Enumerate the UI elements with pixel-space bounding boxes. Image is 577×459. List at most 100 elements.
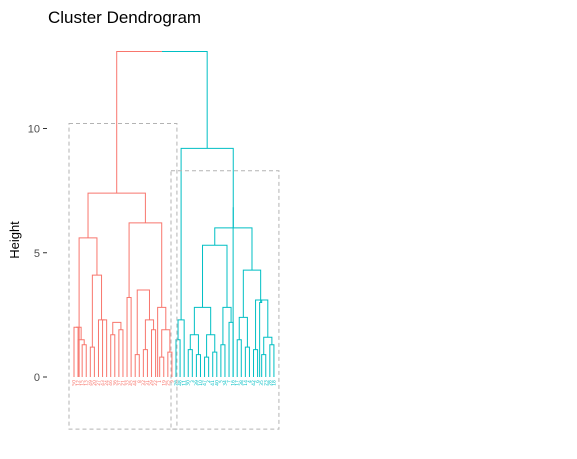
leaf-label: 33	[125, 380, 131, 386]
dendrogram-branch	[212, 351, 218, 377]
dendrogram-branch	[269, 344, 275, 377]
dendrogram-branch	[144, 319, 155, 350]
leaf-label: 49	[88, 380, 94, 386]
leaf-label: 16	[231, 380, 237, 386]
leaf-label: 12	[76, 380, 82, 386]
leaf-label: 39	[194, 380, 200, 386]
dendrogram-branch	[204, 356, 210, 377]
leaf-label: 38	[239, 380, 245, 386]
dendrogram-branch	[193, 306, 212, 335]
leaf-label: 13	[84, 380, 90, 386]
dendrogram-branch	[161, 329, 171, 358]
dendrogram-branch	[128, 222, 163, 308]
leaf-label: 6	[255, 380, 261, 383]
dendrogram-branch	[244, 346, 250, 377]
leaf-label: 41	[210, 380, 216, 386]
leaf-label: 10	[198, 380, 204, 386]
leaf-label: 36	[112, 380, 118, 386]
dendrogram-branch	[263, 336, 273, 355]
leaf-label: 11	[182, 380, 188, 386]
y-axis-ticks: 0 5 10	[28, 124, 47, 384]
dendrogram-branch	[151, 329, 157, 377]
y-tick-label: 0	[34, 372, 40, 384]
leaf-label: 20	[92, 380, 98, 386]
dendrogram-branch	[206, 334, 216, 358]
leaf-label: 2	[206, 380, 212, 383]
leaf-label: 14	[243, 380, 249, 386]
leaf-label: 18	[271, 380, 277, 386]
dendrogram-branch	[159, 356, 165, 377]
cluster-box	[170, 170, 280, 430]
dendrogram-branch	[236, 339, 242, 377]
leaf-label: 42	[251, 380, 257, 386]
leaf-label: 35	[259, 380, 265, 386]
leaf-label: 50	[72, 380, 78, 386]
dendrogram-branch	[189, 334, 199, 355]
dendrogram-branch	[253, 349, 259, 377]
leaf-label: 30	[186, 380, 192, 386]
leaf-label: 34	[222, 380, 228, 386]
dendrogram-branch	[134, 354, 140, 377]
dendrogram-branch	[142, 349, 148, 377]
leaf-label: 44	[133, 380, 139, 386]
leaf-label: 25	[165, 380, 171, 386]
leaf-label: 4	[247, 380, 253, 383]
leaf-label: 19	[161, 380, 167, 386]
dendrogram-branch	[177, 319, 185, 377]
cluster-boxes	[68, 123, 280, 430]
dendrogram-branch	[118, 329, 124, 377]
root-branch-left	[116, 50, 162, 194]
leaf-label: 28	[267, 380, 273, 386]
dendrogram-branch	[242, 269, 262, 318]
dendrogram-branch	[73, 326, 79, 377]
dendrogram-branch	[202, 244, 228, 308]
leaf-label: 40	[214, 380, 220, 386]
dendrogram-branch	[180, 147, 234, 320]
dendrogram-branch	[220, 344, 226, 377]
leaf-label: 21	[120, 380, 126, 386]
dendrogram-branch	[222, 306, 232, 345]
leaf-label: 48	[178, 380, 184, 386]
leaf-label: 7	[227, 380, 233, 383]
leaf-label: 37	[116, 380, 122, 386]
leaf-label: 23	[263, 380, 269, 386]
dendrogram-branch	[91, 274, 103, 348]
dendrogram-branch	[76, 326, 82, 340]
dendrogram-branch	[126, 296, 132, 377]
leaf-label: 15	[80, 380, 86, 386]
y-tick-label: 5	[34, 248, 40, 260]
leaf-label: 9	[169, 380, 175, 383]
dendrogram-branch	[89, 346, 95, 377]
dendrogram-branch	[112, 321, 122, 335]
dendrogram-branch	[97, 319, 105, 377]
dendrogram-branch	[261, 354, 267, 377]
dendrogram-branch	[187, 349, 193, 377]
dendrogram-branch	[87, 192, 146, 238]
leaf-label: 32	[141, 380, 147, 386]
dendrogram-branch	[238, 316, 248, 348]
leaf-label: 5	[218, 380, 224, 383]
leaf-label: 17	[235, 380, 241, 386]
leaf-label: 3	[190, 380, 196, 383]
dendrogram-branch	[110, 334, 116, 377]
leaf-label: 8	[137, 380, 143, 383]
leaf-label: 43	[100, 380, 106, 386]
leaf-label: 24	[104, 380, 110, 386]
y-axis-label: Height	[7, 221, 22, 259]
leaf-label: 46	[108, 380, 114, 386]
root-branch-right	[161, 50, 208, 149]
leaf-label: 22	[153, 380, 159, 386]
leaf-labels: 50 12 15 13 49 20 27 43 24 46 36 37 21 33 45 44 8 32 31 29 2…	[72, 380, 278, 386]
dendrogram-branch	[195, 354, 201, 377]
leaf-label: 27	[96, 380, 102, 386]
leaf-label: 45	[129, 380, 135, 386]
leaf-label: 47	[202, 380, 208, 386]
y-tick-label: 10	[28, 124, 40, 136]
leaf-label: 31	[145, 380, 151, 386]
dendrogram-branch	[81, 344, 87, 377]
dendrogram-branch	[136, 289, 150, 355]
leaf-label: 29	[149, 380, 155, 386]
dendrogram-branch	[255, 299, 269, 350]
leaf-label: 1	[157, 380, 163, 383]
